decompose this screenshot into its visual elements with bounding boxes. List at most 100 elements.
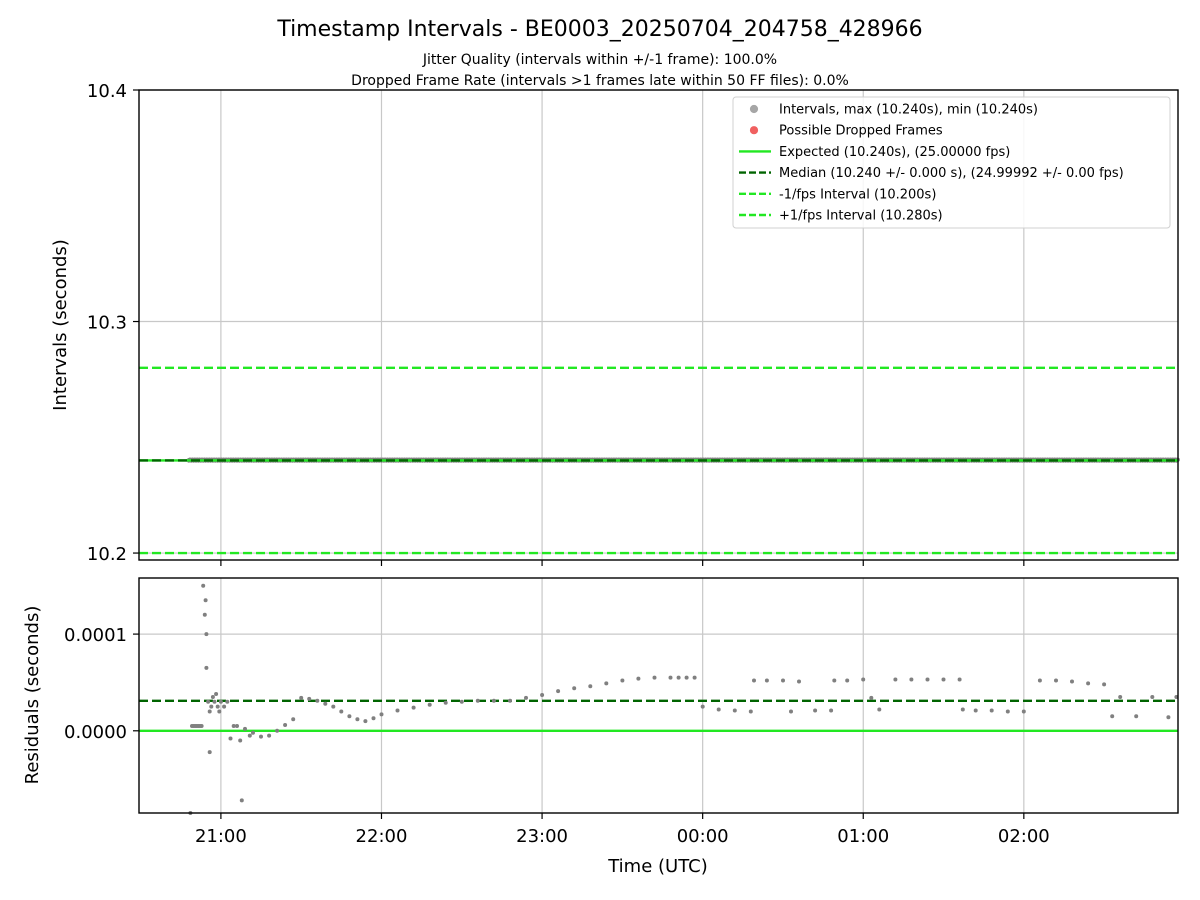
residual-point bbox=[692, 675, 697, 680]
residual-point bbox=[1166, 715, 1171, 720]
top-plot-frame bbox=[138, 89, 1179, 561]
residual-point bbox=[363, 719, 368, 724]
top-plot-reference-lines bbox=[139, 366, 1178, 555]
x-tick-label: 02:00 bbox=[998, 826, 1050, 847]
residual-point bbox=[1086, 681, 1091, 686]
residual-point bbox=[199, 724, 204, 728]
residual-point bbox=[259, 734, 263, 739]
residual-point bbox=[925, 677, 930, 682]
x-tick-label: 00:00 bbox=[677, 826, 729, 847]
residual-point bbox=[1102, 682, 1107, 687]
residual-point bbox=[323, 701, 328, 706]
residual-point bbox=[813, 708, 818, 713]
legend: Intervals, max (10.240s), min (10.240s) P… bbox=[732, 96, 1171, 229]
residual-point bbox=[748, 709, 753, 714]
chart-title: Timestamp Intervals - BE0003_20250704_20… bbox=[276, 17, 922, 42]
legend-label: Intervals, max (10.240s), min (10.240s) bbox=[779, 103, 1038, 118]
residual-point bbox=[960, 707, 965, 712]
residual-point bbox=[676, 675, 681, 680]
residual-point bbox=[524, 695, 528, 700]
residual-point bbox=[283, 723, 288, 727]
residual-point bbox=[716, 707, 721, 712]
residual-point bbox=[797, 679, 801, 684]
residual-point bbox=[941, 677, 946, 682]
residual-point bbox=[781, 678, 785, 683]
residual-point bbox=[355, 717, 360, 722]
residual-point bbox=[238, 738, 243, 743]
residual-point bbox=[1005, 709, 1010, 714]
residual-point bbox=[379, 712, 384, 717]
residual-point bbox=[475, 698, 480, 703]
residual-point bbox=[973, 708, 978, 713]
residual-point bbox=[732, 708, 737, 713]
residual-point bbox=[203, 598, 208, 603]
legend-label: Possible Dropped Frames bbox=[779, 124, 943, 139]
residual-point bbox=[1150, 695, 1155, 699]
residual-point bbox=[1037, 678, 1042, 683]
residual-point bbox=[347, 714, 352, 719]
residual-point bbox=[247, 733, 252, 738]
top-y-tick-label: 10.2 bbox=[87, 544, 127, 565]
residual-point bbox=[909, 677, 914, 682]
residual-point bbox=[204, 632, 209, 637]
residual-point bbox=[243, 726, 247, 731]
residual-point bbox=[789, 709, 793, 714]
x-tick-label: 22:00 bbox=[356, 826, 408, 847]
legend-label: Expected (10.240s), (25.00000 fps) bbox=[779, 145, 1010, 160]
top-y-tick-label: 10.4 bbox=[87, 81, 127, 102]
top-y-tick-label: 10.3 bbox=[87, 313, 127, 334]
legend-marker bbox=[749, 104, 759, 114]
residual-point bbox=[214, 692, 219, 696]
top-y-axis-label: Intervals (seconds) bbox=[50, 239, 71, 411]
residual-point bbox=[207, 709, 212, 714]
bottom-y-tick-label: 0.0000 bbox=[64, 722, 127, 743]
residual-point bbox=[1134, 714, 1139, 719]
residual-point bbox=[201, 583, 206, 588]
residual-point bbox=[1054, 678, 1058, 683]
residual-point bbox=[267, 733, 272, 738]
legend-label: -1/fps Interval (10.200s) bbox=[779, 187, 936, 202]
residual-point bbox=[893, 677, 898, 682]
residual-point bbox=[427, 702, 432, 707]
residual-point bbox=[371, 716, 376, 721]
x-axis-label: Time (UTC) bbox=[607, 856, 708, 877]
residual-point bbox=[459, 699, 464, 704]
residual-point bbox=[752, 678, 756, 683]
residual-point bbox=[210, 695, 215, 699]
bottom-plot-frame bbox=[138, 577, 1179, 814]
legend-label: Median (10.240 +/- 0.000 s), (24.99992 +… bbox=[779, 166, 1124, 181]
x-tick-label: 01:00 bbox=[837, 826, 889, 847]
residual-point bbox=[212, 699, 217, 704]
residual-point bbox=[684, 675, 689, 680]
residual-point bbox=[869, 695, 874, 700]
legend-box bbox=[732, 96, 1171, 229]
residual-point bbox=[231, 724, 236, 728]
residual-point bbox=[209, 704, 214, 709]
legend-marker bbox=[749, 126, 759, 135]
residual-point bbox=[764, 678, 769, 683]
residual-point bbox=[620, 678, 625, 683]
residual-point bbox=[1110, 714, 1115, 719]
bottom-y-tick-label: 0.0001 bbox=[64, 625, 127, 646]
residual-point bbox=[225, 699, 230, 704]
residual-point bbox=[315, 698, 320, 703]
residual-point bbox=[861, 677, 866, 682]
residual-point bbox=[572, 686, 577, 691]
residual-point bbox=[215, 704, 220, 709]
chart-subtitle-dropped: Dropped Frame Rate (intervals >1 frames … bbox=[351, 73, 849, 89]
residual-point bbox=[1118, 695, 1123, 699]
residual-point bbox=[652, 675, 657, 680]
residual-point bbox=[845, 678, 850, 683]
residual-point bbox=[218, 699, 223, 704]
residual-point bbox=[604, 681, 609, 686]
residual-point bbox=[540, 693, 545, 697]
residual-point bbox=[307, 696, 312, 701]
residual-point bbox=[235, 724, 239, 728]
residual-point bbox=[202, 612, 207, 617]
residual-point bbox=[339, 709, 344, 714]
legend-label: +1/fps Interval (10.280s) bbox=[779, 209, 943, 224]
residual-point bbox=[700, 704, 705, 709]
residual-point bbox=[217, 709, 222, 714]
bottom-plot-series bbox=[188, 583, 1179, 815]
